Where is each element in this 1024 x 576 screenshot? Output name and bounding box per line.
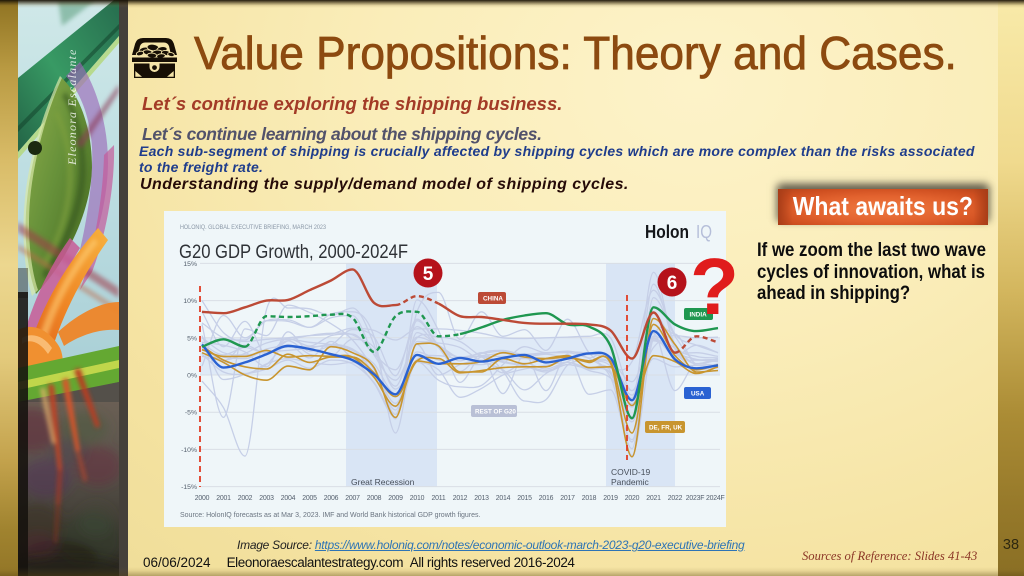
svg-text:USA: USA bbox=[691, 391, 705, 398]
svg-text:15%: 15% bbox=[183, 261, 197, 268]
svg-text:2015: 2015 bbox=[517, 495, 532, 502]
svg-text:6: 6 bbox=[667, 273, 678, 294]
svg-text:2004: 2004 bbox=[281, 495, 296, 502]
svg-text:IQ: IQ bbox=[696, 221, 712, 242]
svg-text:COVID-19: COVID-19 bbox=[611, 467, 650, 477]
svg-text:2022: 2022 bbox=[668, 495, 683, 502]
svg-text:2007: 2007 bbox=[345, 495, 360, 502]
svg-text:0%: 0% bbox=[187, 373, 197, 380]
svg-text:2008: 2008 bbox=[367, 495, 382, 502]
svg-text:2006: 2006 bbox=[324, 495, 339, 502]
svg-text:2002: 2002 bbox=[238, 495, 253, 502]
svg-text:Source: HolonIQ forecasts as a: Source: HolonIQ forecasts as at Mar 3, 2… bbox=[180, 512, 481, 519]
svg-text:2014: 2014 bbox=[496, 495, 511, 502]
svg-text:Eleonora Escalante: Eleonora Escalante bbox=[65, 48, 79, 166]
svg-text:Holon: Holon bbox=[645, 221, 689, 242]
svg-text:REST OF G20: REST OF G20 bbox=[475, 409, 516, 416]
svg-text:2011: 2011 bbox=[431, 495, 445, 502]
svg-text:10%: 10% bbox=[183, 298, 197, 305]
svg-text:2018: 2018 bbox=[582, 495, 597, 502]
svg-text:HOLONIQ. GLOBAL EXECUTIVE BRIE: HOLONIQ. GLOBAL EXECUTIVE BRIEFING, MARC… bbox=[180, 224, 326, 231]
svg-text:-15%: -15% bbox=[181, 484, 197, 491]
svg-text:2013: 2013 bbox=[474, 495, 489, 502]
svg-text:CHINA: CHINA bbox=[483, 296, 503, 303]
svg-text:Great Recession: Great Recession bbox=[351, 477, 415, 487]
svg-text:2023F: 2023F bbox=[686, 495, 705, 502]
svg-text:-5%: -5% bbox=[185, 410, 197, 417]
svg-text:2000: 2000 bbox=[195, 495, 210, 502]
svg-text:2005: 2005 bbox=[302, 495, 317, 502]
svg-text:2010: 2010 bbox=[410, 495, 425, 502]
svg-text:2003: 2003 bbox=[259, 495, 274, 502]
svg-text:2009: 2009 bbox=[388, 495, 403, 502]
svg-text:5%: 5% bbox=[187, 335, 197, 342]
svg-text:2019: 2019 bbox=[603, 495, 618, 502]
svg-text:5: 5 bbox=[423, 264, 434, 285]
svg-text:2020: 2020 bbox=[625, 495, 640, 502]
svg-text:DE, FR, UK: DE, FR, UK bbox=[649, 425, 683, 432]
svg-text:2024F: 2024F bbox=[706, 495, 725, 502]
svg-text:2016: 2016 bbox=[539, 495, 554, 502]
svg-text:2012: 2012 bbox=[453, 495, 468, 502]
svg-text:-10%: -10% bbox=[181, 447, 197, 454]
svg-text:2017: 2017 bbox=[560, 495, 575, 502]
svg-text:2021: 2021 bbox=[646, 495, 661, 502]
svg-text:Pandemic: Pandemic bbox=[611, 477, 650, 487]
svg-text:2001: 2001 bbox=[216, 495, 231, 502]
svg-text:G20 GDP Growth, 2000-2024F: G20 GDP Growth, 2000-2024F bbox=[179, 241, 408, 263]
svg-text:INDIA: INDIA bbox=[690, 312, 708, 319]
